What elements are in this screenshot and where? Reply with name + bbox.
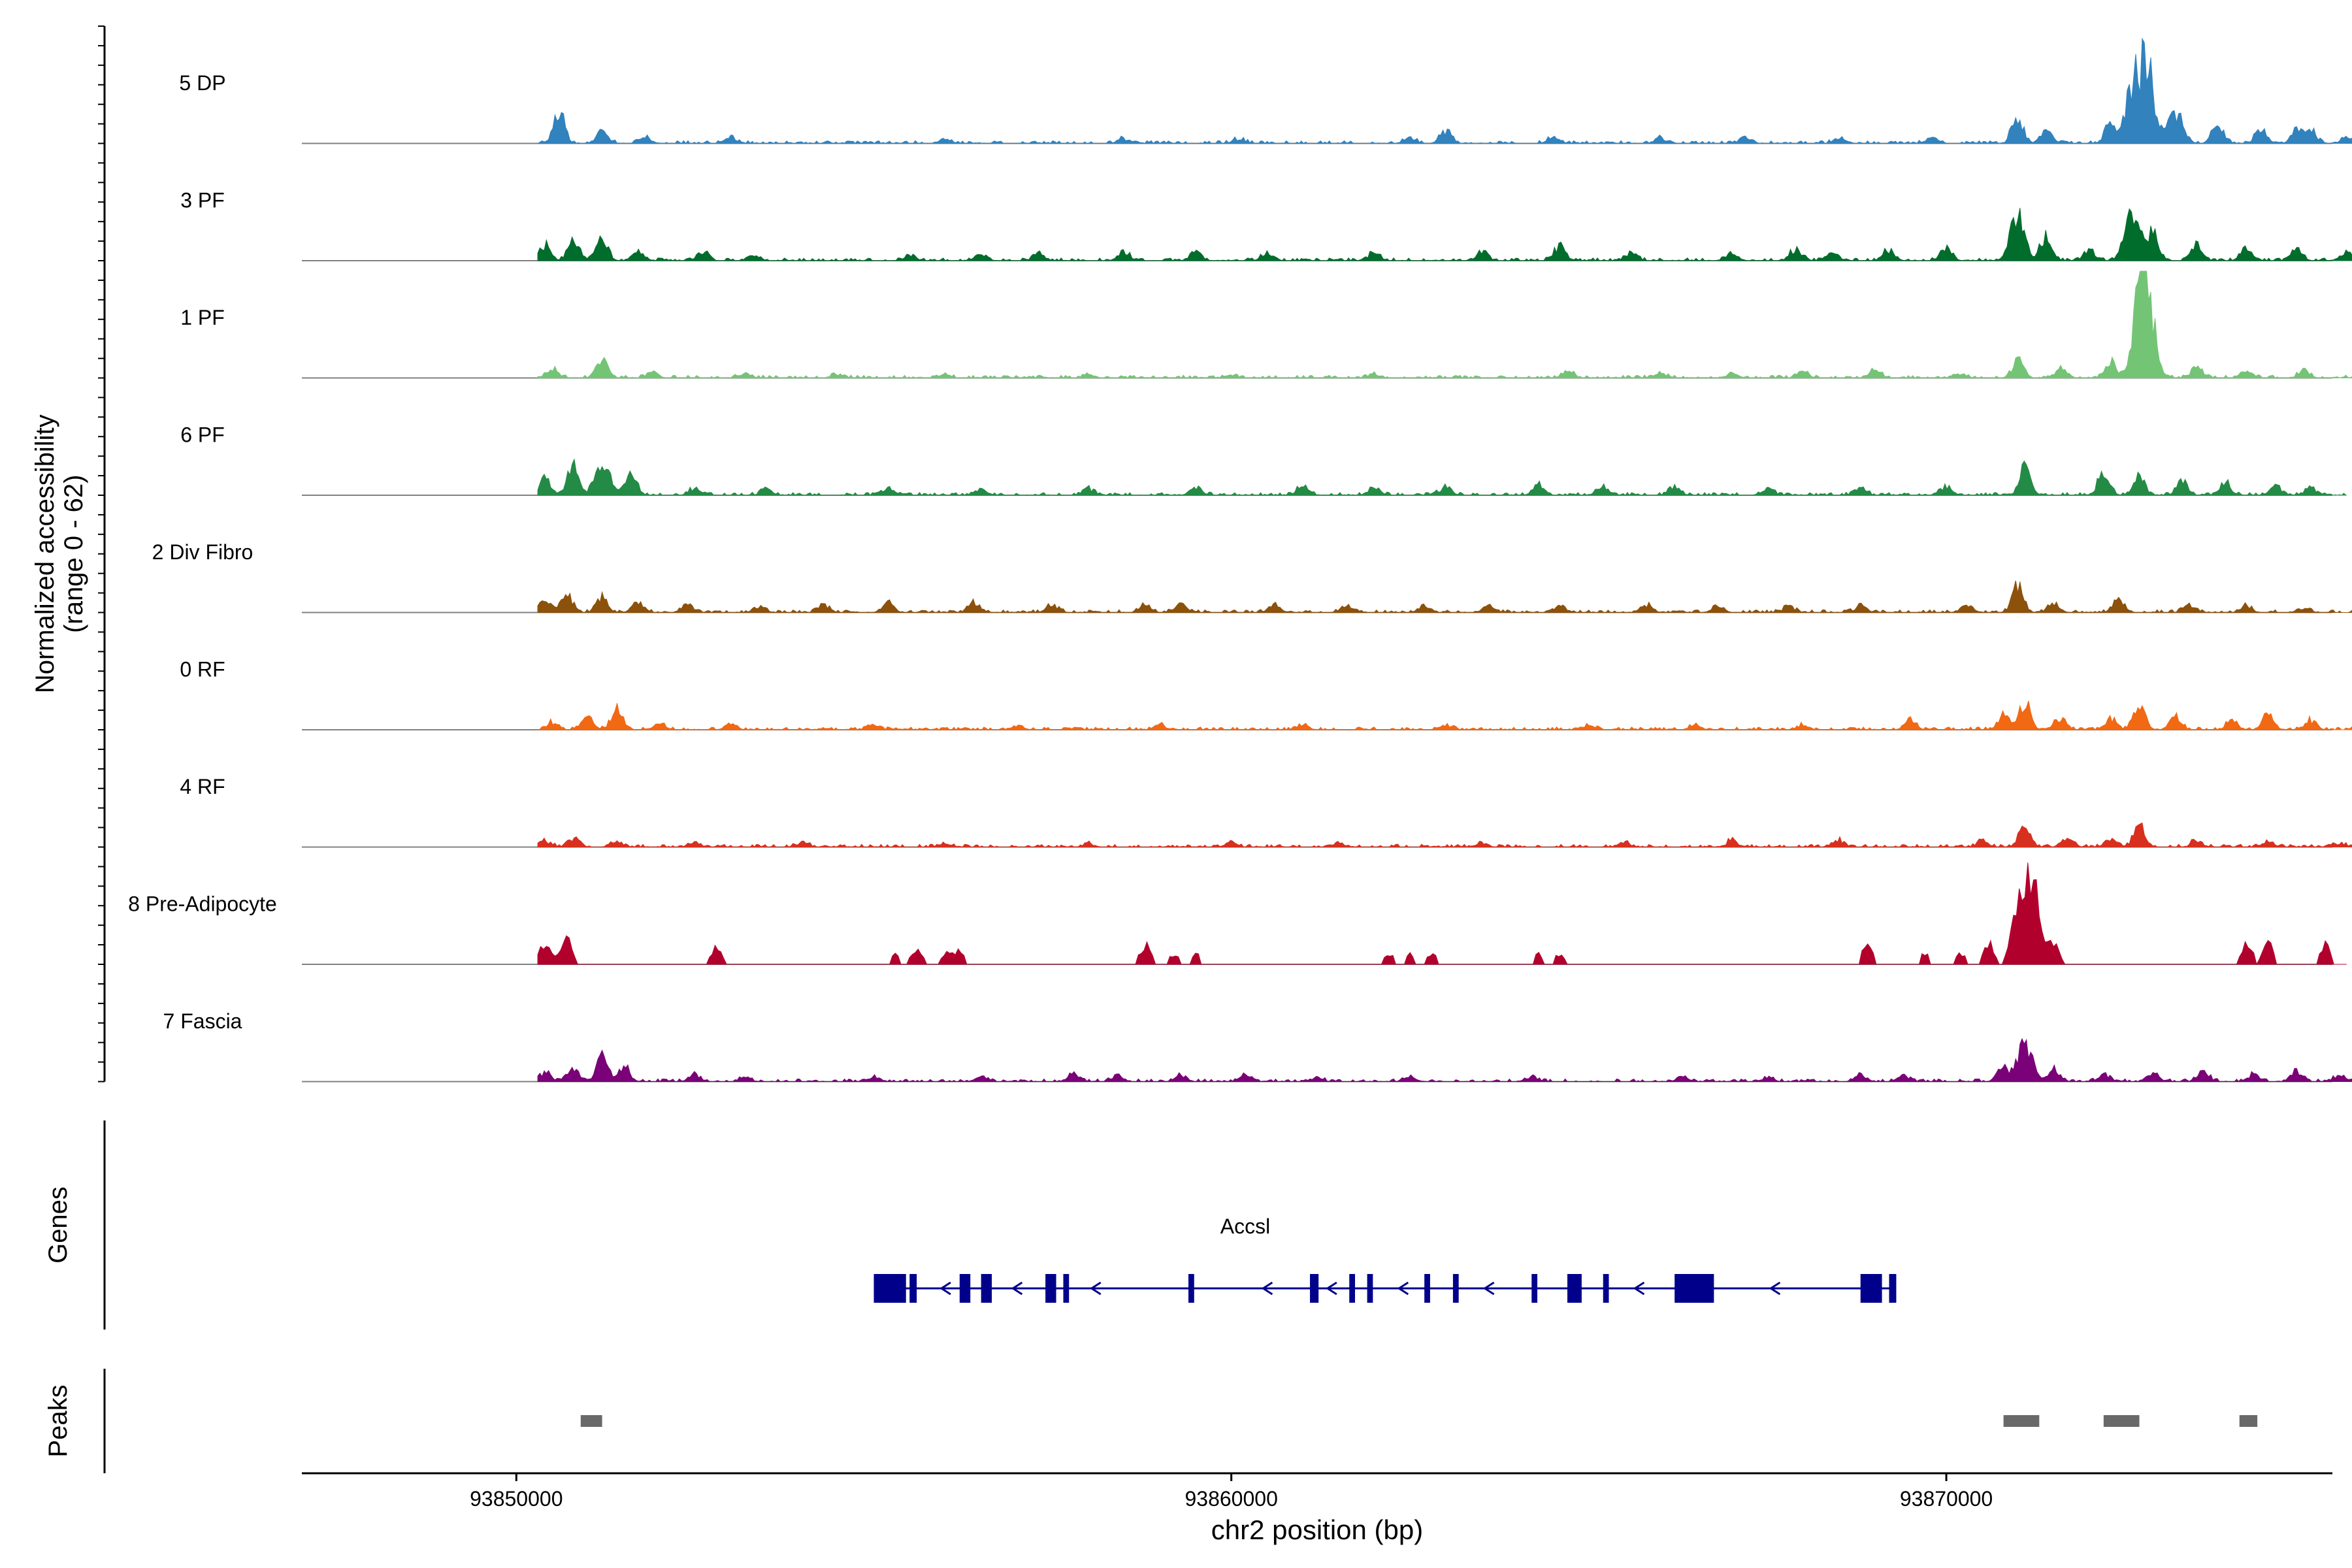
track-5-dp: 5 DP (179, 37, 2352, 144)
strand-arrow (1326, 1281, 1337, 1296)
gene-exon (1603, 1274, 1609, 1303)
track-0-rf: 0 RF (180, 658, 2352, 730)
gene-exon (1452, 1274, 1459, 1303)
track-1-pf: 1 PF (180, 270, 2352, 379)
coverage-tracks: 5 DP 3 PF 1 PF 6 PF 2 Div Fibro 0 RF 4 RF 8 Pre… (98, 25, 2352, 1083)
coverage-area (537, 1037, 2352, 1083)
track-label: 1 PF (180, 306, 225, 329)
gene-exon (959, 1274, 971, 1303)
track-label: 0 RF (180, 658, 225, 681)
x-axis-label: chr2 position (bp) (1211, 1514, 1424, 1545)
y-axis-label-line1: Normalized accessibility (31, 414, 59, 693)
gene-exon (1567, 1274, 1582, 1303)
coverage-area (537, 270, 2352, 379)
gene-exon (909, 1274, 917, 1303)
gene-exon (1860, 1274, 1882, 1303)
gene-exon (1045, 1274, 1056, 1303)
track-2-div-fibro: 2 Div Fibro (152, 540, 2352, 613)
gene-exon (874, 1274, 906, 1303)
track-3-pf: 3 PF (180, 189, 2352, 261)
peak-region (580, 1415, 602, 1427)
gene-exon (1674, 1274, 1714, 1303)
coverage-area (537, 458, 2347, 496)
track-label: 2 Div Fibro (152, 540, 253, 564)
track-6-pf: 6 PF (180, 423, 2347, 496)
peak-region (2003, 1415, 2040, 1427)
coverage-area (537, 822, 2352, 848)
x-tick-label: 93850000 (470, 1487, 563, 1511)
y-axis-label-line2: (range 0 - 62) (59, 475, 88, 633)
coverage-area (537, 862, 2347, 966)
gene-exon (1188, 1274, 1194, 1303)
gene-exon (1349, 1274, 1356, 1303)
track-label: 5 DP (179, 71, 225, 95)
track-8-pre-adipocyte: 8 Pre-Adipocyte (128, 862, 2347, 966)
x-tick-label: 93860000 (1184, 1487, 1277, 1511)
track-7-fascia: 7 Fascia (163, 1009, 2352, 1083)
genes-panel: Genes Accsl (44, 1120, 1897, 1330)
strand-arrow (1011, 1281, 1023, 1296)
strand-arrow (939, 1281, 951, 1296)
strand-arrow (1089, 1281, 1102, 1296)
y-axis-label: Normalized accessibility (range 0 - 62) (31, 414, 88, 693)
track-label: 3 PF (180, 189, 225, 212)
gene-exon (1310, 1274, 1319, 1303)
coverage-area (537, 580, 2352, 613)
coverage-area (536, 37, 2352, 144)
track-label: 8 Pre-Adipocyte (128, 892, 277, 916)
genes-axis-label: Genes (44, 1186, 73, 1264)
strand-arrow (1397, 1281, 1409, 1296)
gene-exon (1531, 1274, 1538, 1303)
coverage-area (537, 208, 2352, 261)
strand-arrow (1769, 1281, 1781, 1296)
strand-arrow (1482, 1281, 1495, 1296)
gene-name: Accsl (1220, 1215, 1270, 1238)
gene-exon (1424, 1274, 1430, 1303)
coverage-area (537, 700, 2352, 730)
x-axis: chr2 position (bp) 93850000 93860000 93870… (302, 1472, 2332, 1545)
strand-arrow (1261, 1281, 1273, 1296)
gene-exon (1889, 1274, 1897, 1303)
gene-exon (1063, 1274, 1070, 1303)
track-label: 7 Fascia (163, 1009, 242, 1033)
track-4-rf: 4 RF (180, 775, 2352, 848)
x-tick-label: 93870000 (1900, 1487, 1993, 1511)
track-label: 6 PF (180, 423, 225, 447)
peaks-panel: Peaks (44, 1369, 2258, 1473)
gene-exon (1367, 1274, 1373, 1303)
track-label: 4 RF (180, 775, 225, 798)
peak-region (2103, 1415, 2140, 1427)
strand-arrow (1633, 1281, 1645, 1296)
peaks-axis-label: Peaks (44, 1384, 73, 1457)
peak-region (2239, 1415, 2258, 1427)
gene-exon (981, 1274, 992, 1303)
